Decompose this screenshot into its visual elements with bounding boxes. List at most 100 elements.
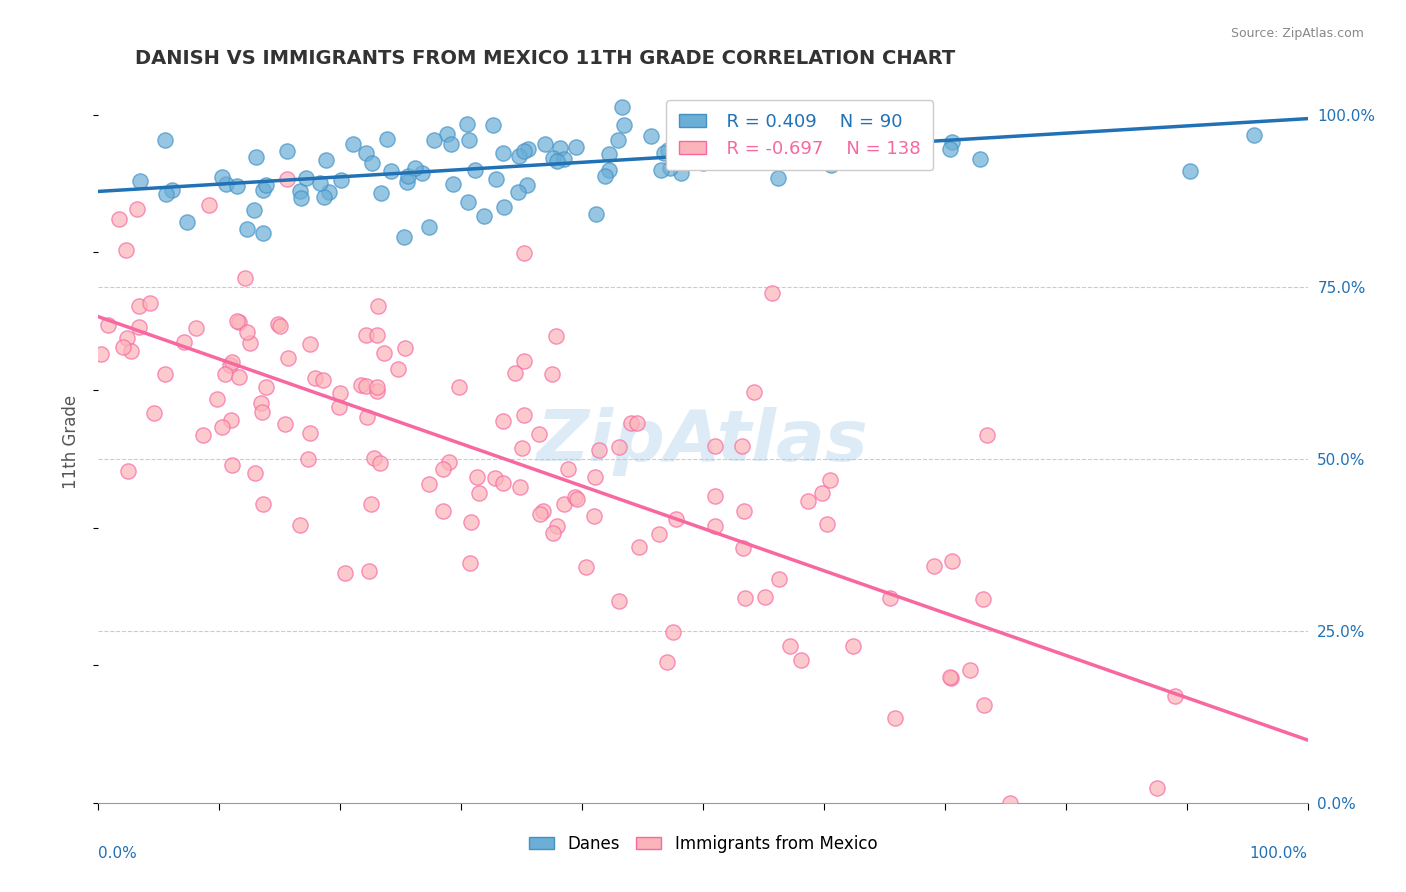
Point <box>820 158 842 172</box>
Point <box>598 146 620 161</box>
Point <box>527 426 550 441</box>
Point <box>607 594 630 608</box>
Point <box>492 145 515 160</box>
Point <box>359 564 381 578</box>
Point <box>394 341 416 355</box>
Point <box>356 379 378 393</box>
Point <box>436 127 458 141</box>
Point <box>252 183 274 197</box>
Point <box>288 184 311 198</box>
Point <box>484 471 506 485</box>
Point <box>565 491 588 506</box>
Point <box>226 313 249 327</box>
Point <box>783 149 806 163</box>
Point <box>162 183 184 197</box>
Point <box>218 358 240 372</box>
Point <box>610 100 633 114</box>
Point <box>815 517 838 532</box>
Point <box>205 392 228 406</box>
Point <box>734 504 756 518</box>
Point <box>703 519 725 533</box>
Point <box>342 136 364 151</box>
Point <box>503 366 526 380</box>
Point <box>368 456 391 470</box>
Point <box>731 541 754 556</box>
Point <box>117 464 139 478</box>
Point <box>516 178 538 192</box>
Text: DANISH VS IMMIGRANTS FROM MEXICO 11TH GRADE CORRELATION CHART: DANISH VS IMMIGRANTS FROM MEXICO 11TH GR… <box>135 48 955 68</box>
Point <box>491 414 513 428</box>
Point <box>742 384 765 399</box>
Point <box>598 163 620 178</box>
Point <box>583 470 606 484</box>
Point <box>252 497 274 511</box>
Point <box>1164 690 1187 704</box>
Point <box>464 162 486 177</box>
Point <box>423 133 446 147</box>
Point <box>153 368 176 382</box>
Text: Source: ZipAtlas.com: Source: ZipAtlas.com <box>1230 27 1364 40</box>
Point <box>485 172 508 186</box>
Point <box>513 245 536 260</box>
Point <box>373 345 395 359</box>
Point <box>221 458 243 473</box>
Point <box>333 566 356 580</box>
Point <box>112 340 135 354</box>
Point <box>315 153 337 167</box>
Point <box>531 504 554 518</box>
Point <box>1180 163 1202 178</box>
Point <box>838 116 860 130</box>
Point <box>456 117 478 131</box>
Point <box>394 230 416 244</box>
Point <box>939 671 962 685</box>
Point <box>370 186 392 201</box>
Point <box>513 144 536 158</box>
Point <box>512 408 534 422</box>
Point <box>117 331 139 345</box>
Point <box>127 202 149 216</box>
Point <box>314 190 336 204</box>
Point <box>1146 780 1168 795</box>
Point <box>546 153 568 168</box>
Point <box>360 497 382 511</box>
Point <box>939 141 962 155</box>
Point <box>441 177 464 191</box>
Point <box>350 377 373 392</box>
Point <box>607 133 630 147</box>
Point <box>652 146 675 161</box>
Point <box>460 515 482 529</box>
Point <box>509 480 531 494</box>
Point <box>377 132 399 146</box>
Point <box>354 146 377 161</box>
Point <box>959 663 981 677</box>
Point <box>299 337 322 351</box>
Point <box>267 318 290 332</box>
Point <box>665 512 688 526</box>
Point <box>492 200 515 214</box>
Point <box>842 640 865 654</box>
Point <box>447 380 470 394</box>
Point <box>245 467 267 481</box>
Point <box>969 152 991 166</box>
Point <box>768 572 790 586</box>
Point <box>411 166 433 180</box>
Text: 100.0%: 100.0% <box>1250 847 1308 861</box>
Point <box>467 485 489 500</box>
Point <box>866 123 889 137</box>
Point <box>939 670 962 684</box>
Point <box>998 796 1021 810</box>
Point <box>243 203 266 218</box>
Point <box>198 198 221 212</box>
Point <box>138 296 160 310</box>
Point <box>457 195 479 210</box>
Point <box>97 318 120 333</box>
Point <box>184 321 207 335</box>
Point <box>818 473 841 487</box>
Point <box>228 315 250 329</box>
Point <box>575 560 598 574</box>
Point <box>245 150 267 164</box>
Point <box>221 355 243 369</box>
Point <box>583 508 606 523</box>
Point <box>544 328 567 343</box>
Point <box>108 212 131 227</box>
